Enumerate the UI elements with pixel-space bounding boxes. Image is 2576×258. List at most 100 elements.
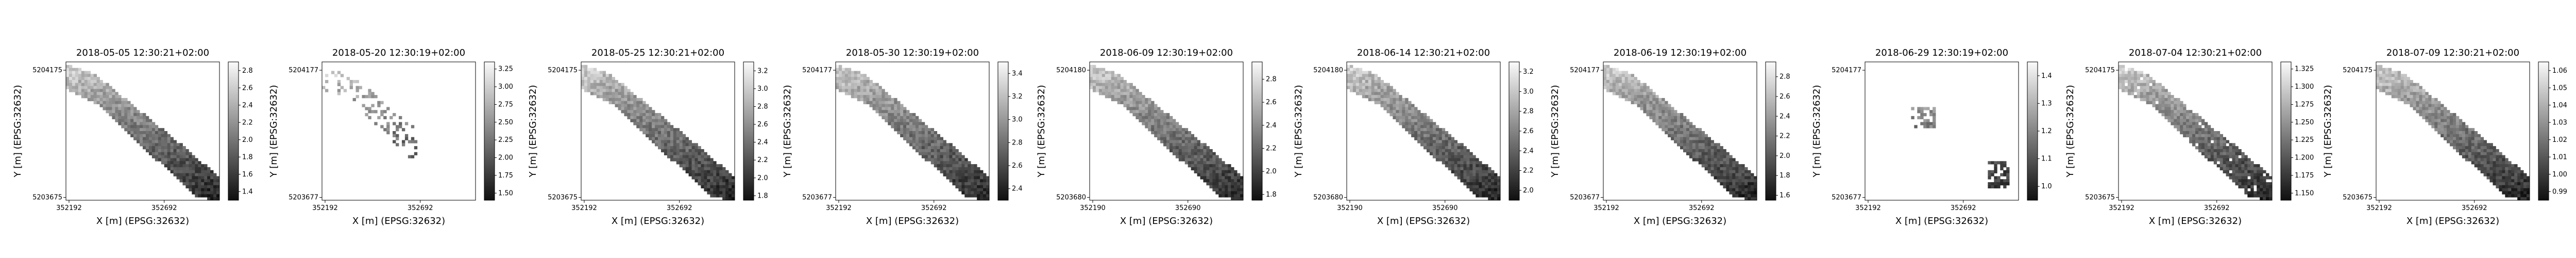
heatmap-cell	[2174, 119, 2177, 122]
heatmap-cell	[1926, 125, 1930, 128]
heatmap-cell	[2253, 164, 2257, 168]
heatmap-cell	[1209, 170, 1213, 173]
heatmap-cell	[1695, 158, 1699, 162]
heatmap-cell	[1497, 197, 1501, 201]
heatmap-cell	[2149, 89, 2153, 92]
heatmap-cell	[1368, 74, 1372, 77]
heatmap-cell	[1200, 164, 1204, 168]
heatmap-cell	[2186, 119, 2190, 122]
heatmap-cell	[1683, 116, 1687, 120]
heatmap-cell	[179, 167, 183, 171]
heatmap-cell	[2447, 131, 2450, 135]
heatmap-cell	[667, 143, 671, 147]
heatmap-cell	[2455, 128, 2460, 132]
heatmap-cell	[2238, 158, 2242, 162]
heatmap-cell	[946, 161, 950, 165]
heatmap-cell	[2204, 128, 2208, 132]
heatmap-cell	[1411, 131, 1415, 135]
heatmap-cell	[201, 179, 205, 183]
heatmap-cell	[1092, 79, 1096, 84]
heatmap-cell	[906, 116, 910, 120]
heatmap-cell	[127, 116, 131, 120]
heatmap-cell	[1479, 182, 1482, 186]
axes-frame	[2376, 61, 2530, 201]
heatmap-cell	[1445, 155, 1449, 158]
heatmap-cell	[930, 149, 935, 153]
heatmap-cell	[2164, 95, 2168, 99]
heatmap-cell	[2450, 125, 2453, 128]
heatmap-cell	[1108, 83, 1112, 87]
colorbar-tick-label: 2.50	[498, 119, 513, 126]
heatmap-cell	[2161, 89, 2165, 92]
heatmap-cell	[1738, 188, 1742, 191]
heatmap-cell	[192, 185, 195, 189]
heatmap-cell	[322, 86, 326, 89]
x-axis-label: X [m] (EPSG:32632)	[1120, 216, 1213, 227]
heatmap-cell	[1674, 122, 1677, 125]
heatmap-cell	[2455, 125, 2460, 128]
heatmap-cell	[1222, 164, 1225, 168]
heatmap-cell	[133, 119, 137, 122]
heatmap-cell	[195, 158, 198, 162]
heatmap-cell	[1142, 95, 1145, 99]
heatmap-cell	[897, 104, 901, 107]
heatmap-cell	[2450, 134, 2453, 138]
heatmap-cell	[1432, 140, 1436, 143]
heatmap-cell	[179, 176, 183, 180]
heatmap-cell	[2388, 68, 2392, 71]
y-tick-label: 5203677	[1570, 194, 1600, 202]
heatmap-cells	[1603, 64, 1757, 201]
heatmap-cell	[1163, 128, 1167, 132]
heatmap-cell	[2431, 119, 2435, 122]
heatmap-cell	[383, 110, 387, 114]
heatmap-cell	[952, 152, 956, 156]
heatmap-cell	[2198, 137, 2202, 140]
heatmap-cell	[624, 92, 628, 95]
heatmap-cell	[875, 107, 879, 110]
heatmap-cell	[2238, 182, 2242, 186]
heatmap-cell	[2406, 98, 2410, 102]
heatmap-cell	[719, 182, 723, 186]
heatmap-cell	[636, 119, 640, 122]
heatmap-cell	[664, 122, 668, 125]
heatmap-cell	[1349, 74, 1353, 77]
heatmap-cell	[2474, 146, 2478, 150]
heatmap-cell	[2180, 128, 2183, 132]
heatmap-cell	[1166, 125, 1170, 128]
heatmap-cell	[2425, 101, 2429, 104]
heatmap-cell	[1105, 74, 1109, 77]
heatmap-cell	[618, 107, 621, 110]
heatmap-cell	[949, 146, 953, 150]
heatmap-cell	[841, 74, 845, 77]
heatmap-cell	[1479, 170, 1482, 173]
heatmap-cell	[1717, 164, 1720, 168]
heatmap-cell	[897, 116, 901, 120]
heatmap-cell	[109, 92, 112, 95]
heatmap-cell	[1234, 191, 1238, 195]
heatmap-cell	[1228, 194, 1231, 198]
x-tick-label: 352192	[826, 204, 852, 212]
heatmap-cell	[1432, 137, 1436, 140]
heatmap-cell	[673, 143, 677, 147]
heatmap-cell	[1689, 134, 1693, 138]
colorbar-tick-label: 3.4	[1012, 70, 1023, 77]
heatmap-cell	[1442, 146, 1446, 150]
heatmap-cell	[2379, 68, 2383, 71]
colorbar-tick-label: 3.0	[757, 85, 768, 93]
heatmap-cell	[1347, 86, 1350, 89]
heatmap-cell	[667, 152, 671, 156]
heatmap-cell	[732, 182, 735, 186]
heatmap-cell	[1643, 110, 1647, 114]
heatmap-cell	[2216, 155, 2221, 158]
heatmap-cell	[2229, 149, 2232, 153]
heatmap-cell	[1098, 92, 1103, 95]
heatmap-cell	[937, 152, 941, 156]
heatmap-cell	[2140, 98, 2144, 102]
heatmap-cell	[1349, 86, 1353, 89]
heatmap-cell	[934, 161, 938, 165]
heatmap-cell	[1997, 176, 2001, 180]
heatmap-cell	[581, 83, 585, 87]
heatmap-cell	[1371, 83, 1375, 87]
heatmap-cell	[1488, 188, 1492, 191]
heatmap-cell	[1166, 134, 1170, 138]
